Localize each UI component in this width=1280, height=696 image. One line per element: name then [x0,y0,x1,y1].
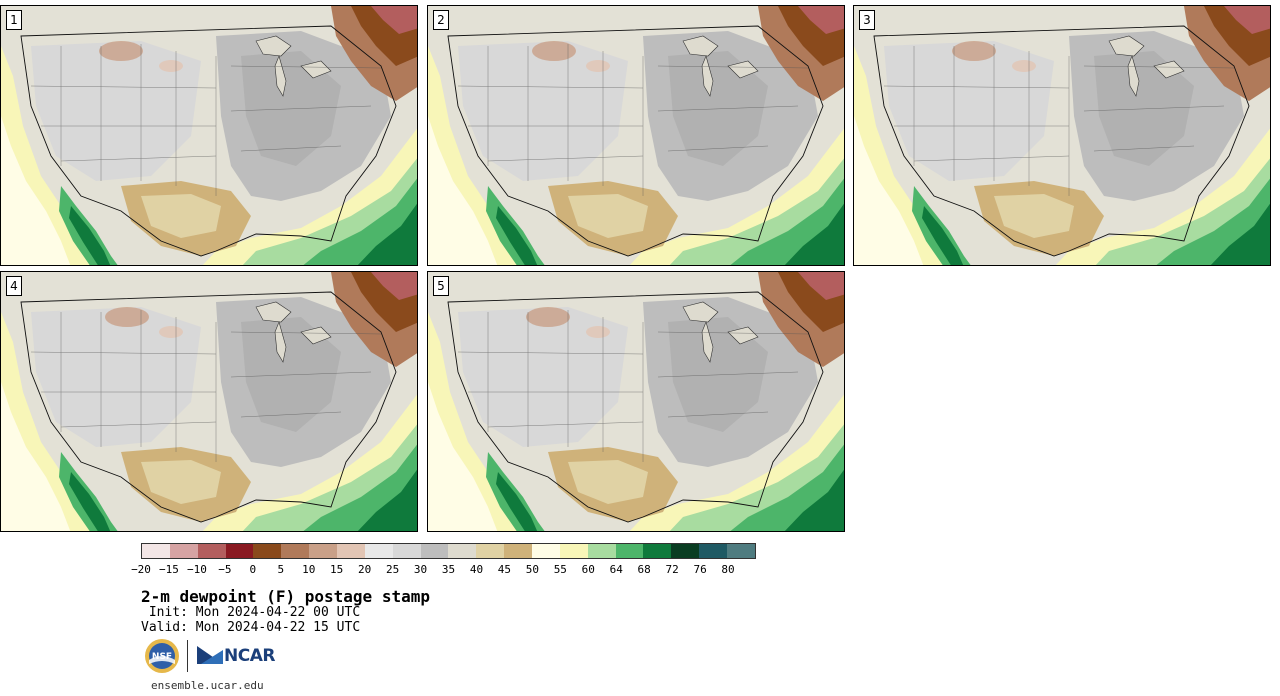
colorbar-segment [559,544,588,558]
colorbar-segment [727,544,755,558]
website-url: ensemble.ucar.edu [151,679,264,692]
colorbar-tick-label: 25 [385,563,400,576]
colorbar-segment [420,544,449,558]
colorbar-tick-label: 0 [249,563,257,576]
colorbar-tick-label: −20 [131,563,151,576]
colorbar-tick-label: 64 [609,563,623,576]
colorbar-tick-label: 45 [497,563,512,576]
panel-number: 1 [6,10,22,30]
colorbar-tick-label: 50 [525,563,539,576]
panel-number: 3 [859,10,875,30]
colorbar-segment [476,544,505,558]
valid-time: Valid: Mon 2024-04-22 15 UTC [141,620,361,635]
map-panel-2: 2 [427,5,845,266]
colorbar-tick-label: −15 [159,563,179,576]
colorbar-segment [587,544,616,558]
map-panel-4: 4 [0,271,418,532]
colorbar-tick-label: 30 [413,563,428,576]
colorbar-segment [169,544,198,558]
colorbar [141,543,756,559]
colorbar-segment [253,544,282,558]
colorbar-tick-label: 68 [637,563,651,576]
dewpoint-map [428,6,844,265]
colorbar-segment [448,544,477,558]
colorbar-ticks: −20 −15 −10 −5 0 5 10 15 20 25 30 35 40 45 50 55 60 64 68 7… [131,563,756,577]
dewpoint-map [1,272,417,531]
colorbar-segment [281,544,310,558]
svg-text:NSF: NSF [152,652,172,662]
colorbar-segment [364,544,393,558]
colorbar-tick-label: 80 [721,563,735,576]
colorbar-tick-label: 40 [469,563,484,576]
colorbar-tick-label: 35 [441,563,456,576]
colorbar-segment [392,544,421,558]
panel-number: 5 [433,276,449,296]
colorbar-segment [142,544,170,558]
colorbar-tick-label: 55 [553,563,567,576]
map-panel-5: 5 [427,271,845,532]
map-panel-1: 1 [0,5,418,266]
init-time: Init: Mon 2024-04-22 00 UTC [141,605,361,620]
panel-number: 2 [433,10,449,30]
colorbar-segment [699,544,728,558]
colorbar-tick-label: 72 [665,563,679,576]
colorbar-segment [337,544,365,558]
colorbar-tick-label: −10 [186,563,207,576]
colorbar-segment [309,544,338,558]
nsf-logo-icon: NSF [145,639,179,673]
colorbar-segment [615,544,644,558]
colorbar-tick-label: 5 [277,563,285,576]
colorbar-tick-label: 10 [302,563,316,576]
colorbar-segment [225,544,254,558]
colorbar-segment [671,544,700,558]
dewpoint-map [1,6,417,265]
colorbar-segment [504,544,533,558]
dewpoint-map [854,6,1270,265]
colorbar-tick-label: 20 [358,563,372,576]
colorbar-tick-label: 15 [330,563,344,576]
colorbar-segment [532,544,560,558]
colorbar-tick-label: 76 [693,563,707,576]
colorbar-tick-label: −5 [218,563,232,576]
colorbar-tick-label: 60 [581,563,595,576]
logo-divider [187,640,188,672]
page-title: 2-m dewpoint (F) postage stamp [141,587,430,606]
panel-number: 4 [6,276,22,296]
dewpoint-map [428,272,844,531]
ncar-logo-text: NCAR [224,646,275,666]
colorbar-segment [643,544,672,558]
colorbar-segment [197,544,226,558]
ncar-logo-icon [197,646,223,664]
map-panel-3: 3 [853,5,1271,266]
